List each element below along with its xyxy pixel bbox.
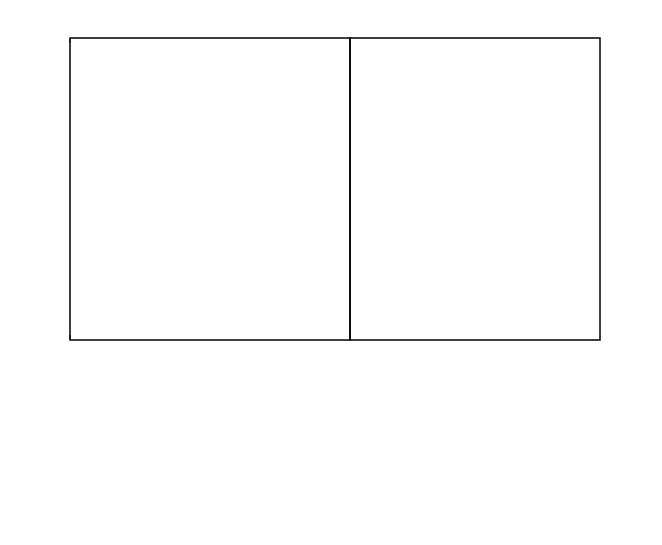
svg-rect-0	[0, 0, 662, 545]
